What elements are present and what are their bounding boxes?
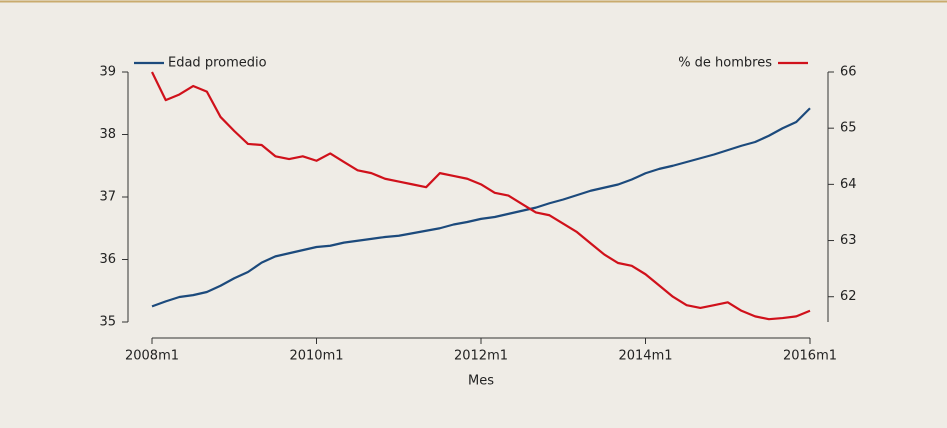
x-tick-label: 2016m1: [783, 349, 837, 364]
y-tick-label: 38: [99, 127, 116, 142]
y-tick-label: 39: [99, 65, 116, 80]
y2-tick-label: 65: [840, 121, 857, 136]
x-tick-label: 2010m1: [289, 349, 343, 364]
y-tick-label: 35: [99, 315, 116, 330]
x-tick-label: 2012m1: [454, 349, 508, 364]
x-axis-label: Mes: [468, 374, 494, 389]
y2-tick-label: 62: [840, 289, 857, 304]
y-tick-label: 36: [99, 252, 116, 267]
series-line: [151, 107, 811, 308]
legend-label: Edad promedio: [168, 56, 267, 71]
series-line: [151, 71, 811, 321]
legend-label: % de hombres: [678, 56, 772, 71]
x-tick-label: 2008m1: [125, 349, 179, 364]
y2-tick-label: 64: [840, 177, 857, 192]
y-tick-label: 37: [99, 190, 116, 205]
y2-tick-label: 66: [840, 65, 857, 80]
x-tick-label: 2014m1: [618, 349, 672, 364]
y2-tick-label: 63: [840, 233, 857, 248]
